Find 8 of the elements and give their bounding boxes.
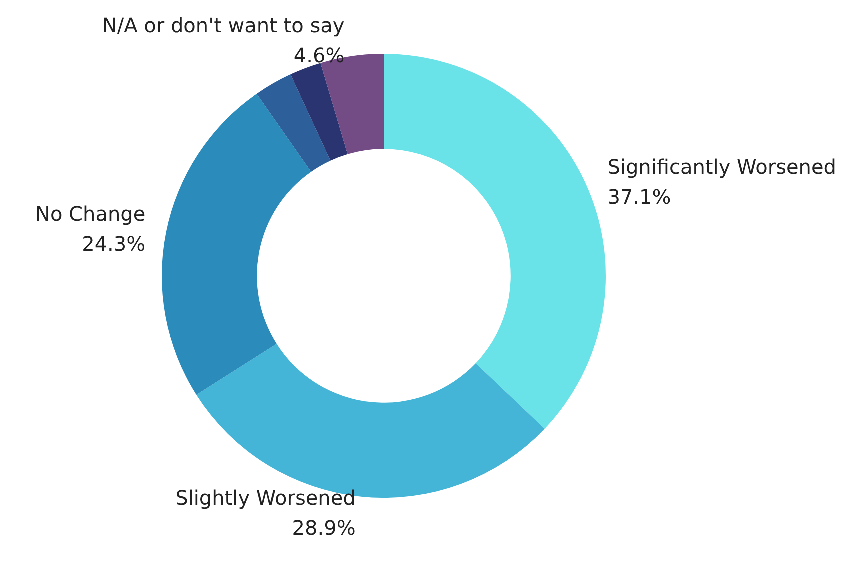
slice-label: Slightly Worsened	[176, 486, 356, 510]
data-label: 24.3%	[82, 232, 146, 256]
data-label: 4.6%	[294, 43, 345, 68]
slice-label: Significantly Worsened	[608, 155, 836, 180]
slice-label: No Change	[36, 202, 146, 226]
data-label: 28.9%	[292, 516, 356, 540]
data-label: 37.1%	[608, 185, 672, 210]
slice-label: N/A or don't want to say	[102, 13, 345, 38]
